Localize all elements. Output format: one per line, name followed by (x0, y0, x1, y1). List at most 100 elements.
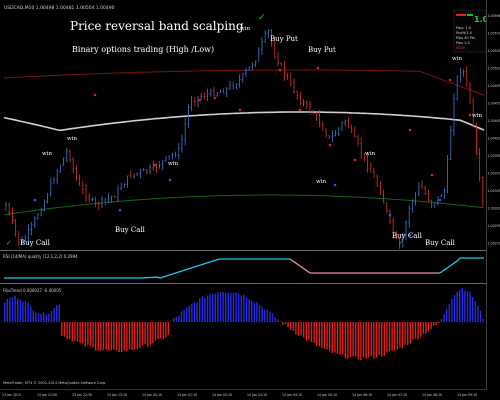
histogram-bar-negative (74, 322, 76, 341)
histogram-bar-positive (448, 303, 450, 322)
histogram-bar-negative (292, 322, 294, 331)
histogram-bar-negative (370, 322, 372, 357)
histogram-bar-negative (368, 322, 370, 358)
price-axis-label: 1.00596 (488, 14, 500, 18)
price-axis-label: 1.00295 (488, 224, 500, 228)
time-axis-label: 13 Jan 23:10 (107, 393, 127, 397)
check-icon: ✓ (398, 239, 404, 247)
histogram-bar-positive (472, 297, 474, 322)
win-label: win (365, 151, 375, 157)
rsi-indicator-panel[interactable]: RSI (14/MA) quality (12,1,2,2) 0.2994 (3, 254, 484, 279)
histogram-bar-positive (191, 303, 193, 322)
main-panel-bg (0, 0, 500, 250)
overlay-title: Price reversal band scalping (70, 19, 244, 33)
histogram-bar-negative (128, 322, 131, 350)
histogram-bar-negative (97, 322, 99, 351)
histogram-indicator-panel[interactable]: FibsTrend 0.000027 -0.00005 MetaTrader, … (3, 288, 484, 385)
histogram-bar-negative (388, 322, 391, 352)
histogram-bar-positive (253, 302, 255, 322)
sell-signal-dot (198, 98, 202, 102)
histogram-bar-positive (235, 292, 237, 322)
histogram-bar-negative (100, 322, 102, 351)
time-axis-label: 14 Jan 01:10 (177, 393, 197, 397)
histogram-bar-positive (50, 311, 53, 322)
histogram-bar-negative (391, 322, 393, 351)
histogram-bar-positive (43, 311, 45, 322)
buy-signal-dot (33, 198, 37, 202)
histogram-bar-negative (394, 322, 396, 351)
sell-signal-dot (316, 66, 320, 70)
histogram-bar-positive (227, 292, 229, 322)
time-axis-label: 13 Jan 22:30 (72, 393, 92, 397)
histogram-bar-positive (183, 309, 185, 322)
histogram-bar-positive (24, 301, 27, 322)
histogram-bar-positive (266, 310, 268, 322)
rsi-header: RSI (14/MA) quality (12,1,2,2) 0.2994 (3, 254, 78, 259)
histogram-bar-positive (243, 294, 245, 322)
histogram-bar-positive (219, 292, 222, 322)
histogram-bar-negative (300, 322, 302, 336)
dashboard-row: Pips 1.0 (456, 41, 470, 45)
histogram-bar-negative (63, 322, 66, 337)
histogram-bar-negative (113, 322, 115, 350)
histogram-bar-negative (401, 322, 404, 349)
signal-label-buy-put-1: Buy Put (270, 35, 298, 43)
sell-signal-dot (448, 78, 452, 82)
dashboard-row: Profit/1.0 (456, 31, 472, 35)
histogram-bar-positive (456, 291, 458, 322)
middle-band-line (3, 111, 485, 132)
histogram-bar-positive (232, 292, 235, 322)
sell-signal-dot (153, 163, 157, 167)
histogram-bar-positive (248, 299, 250, 322)
dashboard-row: Pips: 1.0 (456, 26, 471, 30)
histogram-bar-positive (440, 319, 443, 322)
histogram-bar-negative (396, 322, 398, 350)
sell-signal-dot (213, 96, 217, 100)
histogram-bar-negative (378, 322, 380, 355)
histogram-bar-positive (245, 297, 248, 322)
histogram-bar-negative (295, 322, 297, 335)
histogram-bar-positive (45, 314, 47, 322)
histogram-bar-negative (435, 322, 437, 325)
histogram-bar-negative (334, 322, 336, 353)
histogram-bar-negative (92, 322, 94, 348)
histogram-bar-positive (258, 305, 261, 322)
histogram-bar-negative (329, 322, 331, 352)
sell-signal-dot (278, 68, 282, 72)
histogram-bar-negative (141, 322, 144, 346)
histogram-bar-negative (383, 322, 385, 356)
histogram-bar-negative (290, 322, 292, 330)
win-label: win (42, 151, 52, 157)
rsi-down-segment (289, 258, 440, 274)
histogram-bar-positive (212, 293, 214, 322)
histogram-bar-positive (173, 318, 175, 322)
histogram-bar-negative (425, 322, 427, 334)
buy-signal-dot (168, 178, 172, 182)
histogram-bar-negative (414, 322, 417, 339)
histogram-bar-negative (399, 322, 401, 348)
histogram-bar-negative (375, 322, 378, 358)
histogram-bar-positive (56, 305, 58, 322)
dashboard-box (453, 9, 487, 53)
win-label: win (67, 136, 77, 142)
price-axis-label: 1.00320 (488, 207, 500, 211)
histogram-bar-negative (110, 322, 112, 351)
upper-band-line (3, 69, 485, 96)
signal-label-buy-call-2: Buy Call (20, 239, 51, 247)
histogram-bar-negative (84, 322, 86, 347)
histogram-bar-negative (305, 322, 307, 341)
rsi-up-segment (4, 258, 290, 279)
histogram-bar-negative (357, 322, 359, 360)
price-axis-label: 1.00470 (488, 102, 500, 106)
histogram-bar-positive (238, 293, 240, 322)
time-axis-label: 14 Jan 06:10 (352, 393, 372, 397)
histogram-bar-positive (230, 292, 232, 322)
histogram-bar-negative (160, 322, 162, 339)
histogram-bar-positive (9, 297, 11, 322)
histogram-bar-negative (118, 322, 120, 353)
price-axis-label: 1.00520 (488, 67, 500, 71)
dashboard-bar (456, 14, 466, 16)
histogram-bar-positive (196, 302, 198, 322)
main-price-panel[interactable]: USDCAD,M10 1.00498 1.00481 1.00504 1.004… (0, 0, 500, 250)
